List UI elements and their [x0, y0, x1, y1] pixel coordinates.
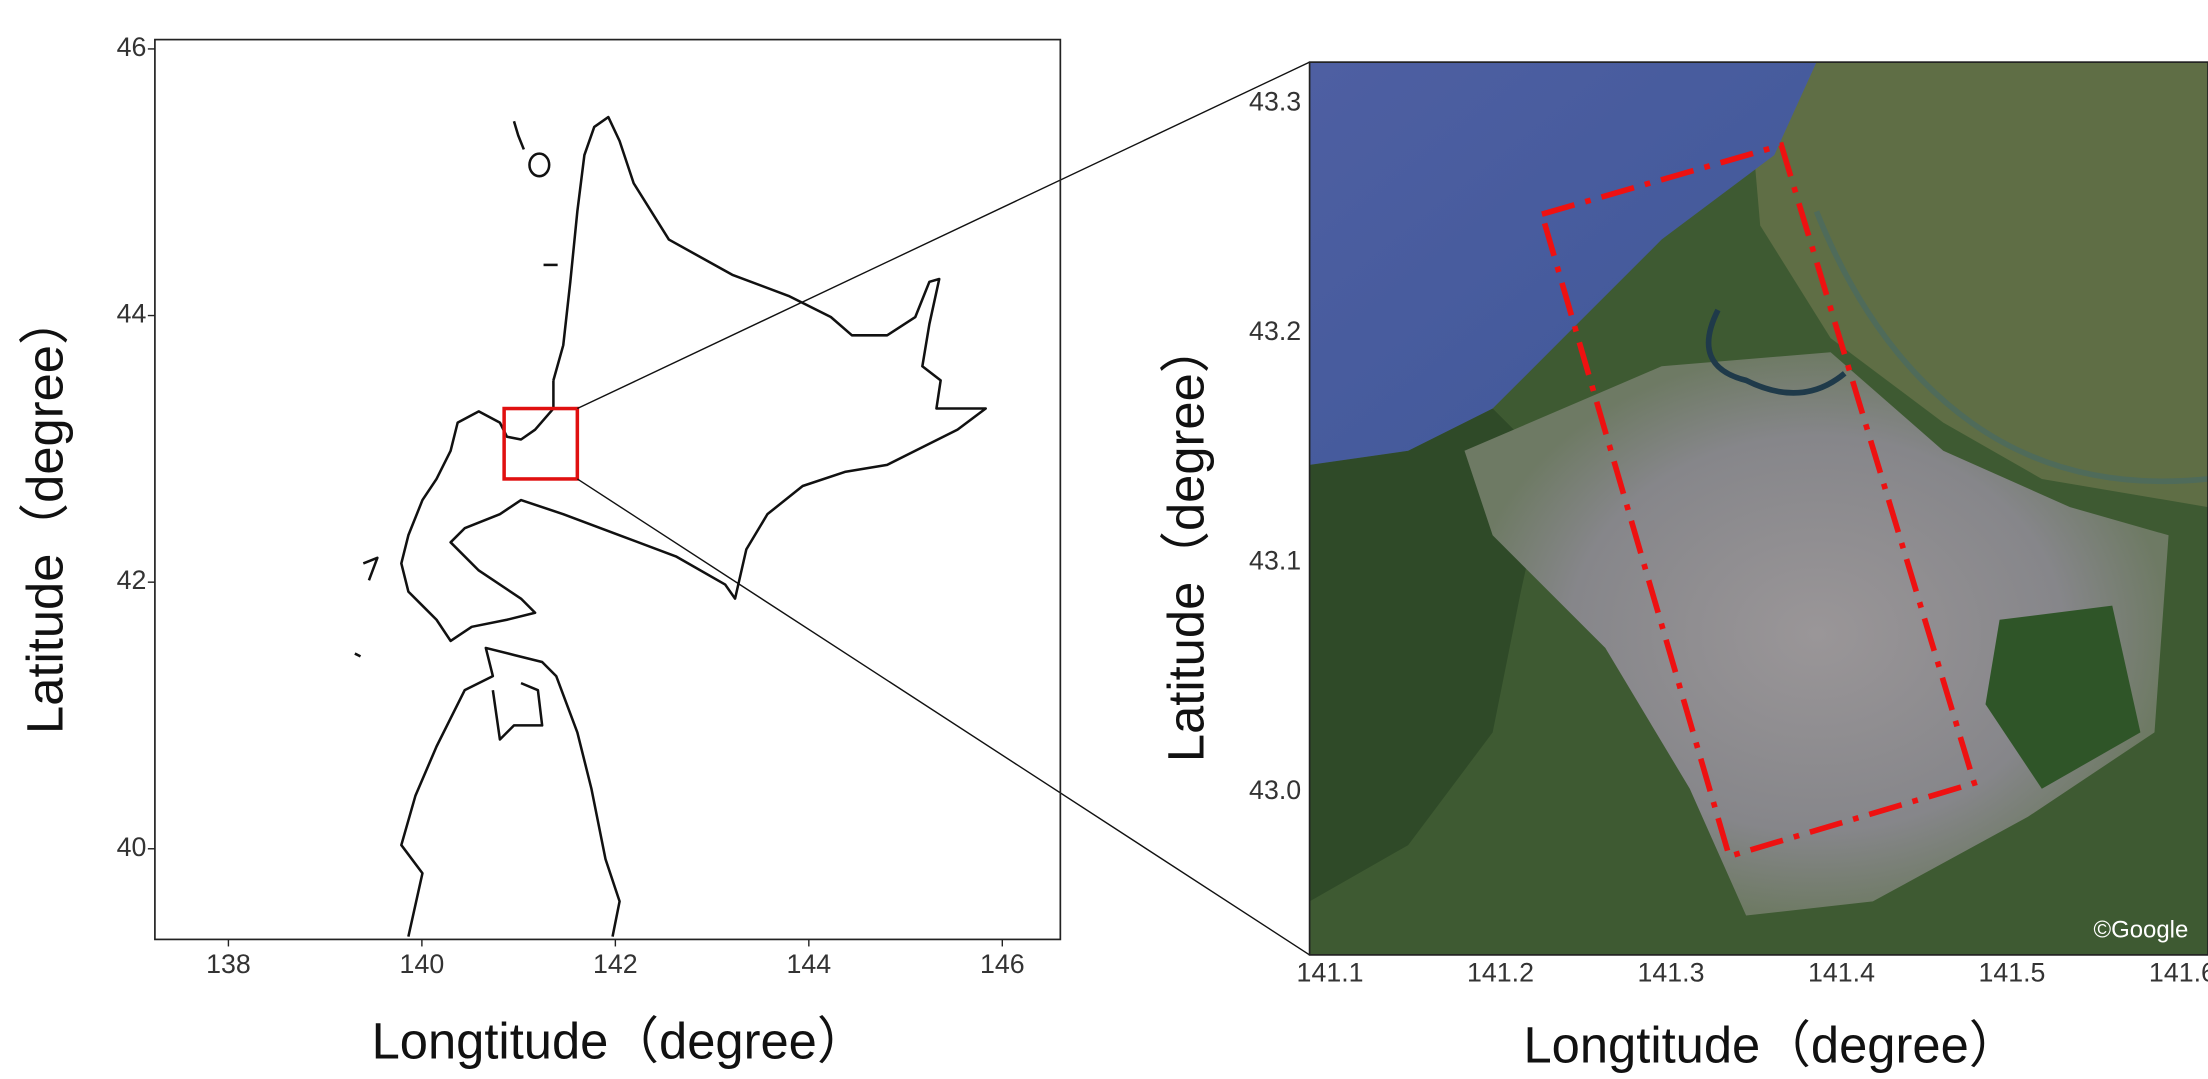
x-tick-label: 141.6 — [2149, 958, 2208, 988]
x-tick-label: 142 — [593, 949, 638, 979]
x-tick-label: 141.2 — [1467, 958, 1534, 988]
x-axis-label: Longtitude（degree） — [1523, 1017, 2019, 1074]
figure: 138 140 142 144 146 40 42 44 46 Longtitude（degree… — [0, 0, 2208, 1079]
x-tick-label: 144 — [787, 949, 832, 979]
y-tick-label: 43.3 — [1249, 87, 1301, 117]
y-tick-label: 42 — [117, 565, 147, 595]
x-tick-label: 141.1 — [1297, 958, 1364, 988]
x-tick-label: 138 — [206, 949, 251, 979]
inset-box — [504, 409, 577, 479]
y-tick-label: 43.2 — [1249, 316, 1301, 346]
satellite-image — [1310, 62, 2208, 955]
x-tick-label: 141.5 — [1978, 958, 2045, 988]
y-tick-label: 44 — [117, 299, 147, 329]
y-axis-label: Latitude（degree） — [1157, 323, 1214, 763]
coastline — [355, 117, 986, 937]
x-tick-label: 146 — [980, 949, 1025, 979]
x-axis-label: Longtitude（degree） — [372, 1012, 868, 1069]
x-tick-label: 140 — [400, 949, 445, 979]
y-tick-label: 40 — [117, 832, 147, 862]
y-tick-label: 46 — [117, 32, 147, 62]
y-axis-label: Latitude（degree） — [17, 294, 74, 734]
y-tick-label: 43.1 — [1249, 546, 1301, 576]
plot-frame — [155, 40, 1060, 940]
y-tick-label: 43.0 — [1249, 775, 1301, 805]
x-tick-label: 141.3 — [1638, 958, 1705, 988]
attribution: ©Google — [2094, 916, 2189, 943]
x-tick-label: 141.4 — [1808, 958, 1875, 988]
